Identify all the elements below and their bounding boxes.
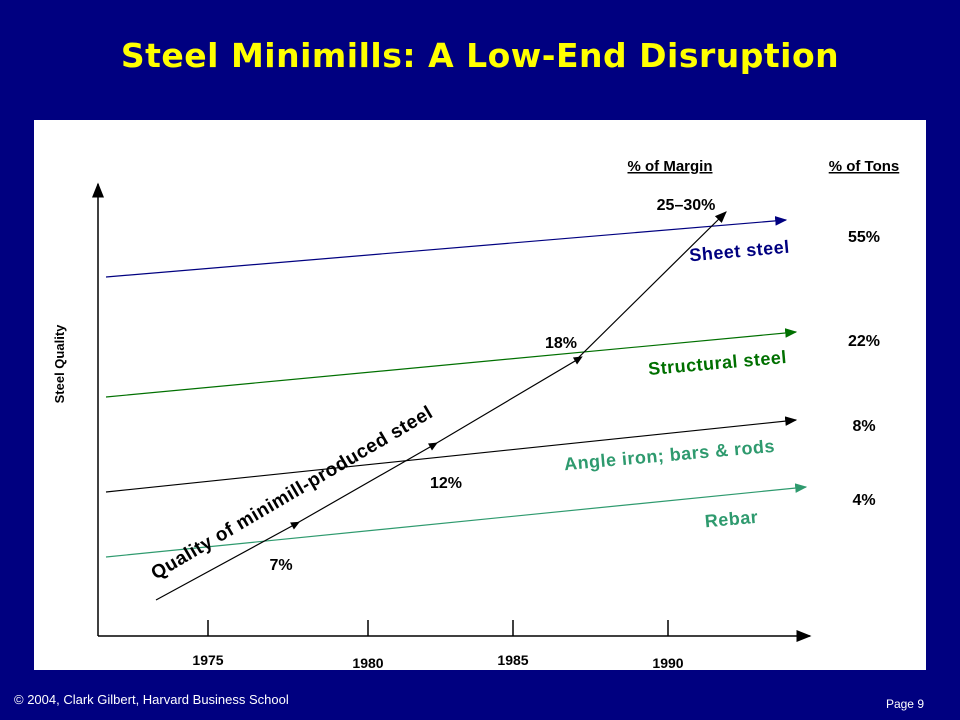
tons-value-sheet: 55%	[848, 229, 880, 246]
segment-line-rebar	[105, 483, 808, 558]
tons-value-structural: 22%	[848, 333, 880, 350]
trajectory-arrowhead-12	[428, 442, 438, 451]
tons-header: % of Tons	[829, 158, 900, 175]
x-tick-label-1980: 1980	[352, 655, 383, 670]
segment-line-angle-iron	[105, 416, 798, 493]
trajectory-arrowhead-7	[290, 521, 300, 530]
margin-label-7: 7%	[269, 557, 292, 574]
trajectory-arrowhead-18	[572, 356, 583, 365]
y-axis-label: Steel Quality	[52, 324, 67, 404]
tons-value-angle-iron: 8%	[852, 418, 875, 435]
segment-line-sheet	[105, 216, 788, 278]
segment-label-rebar: Rebar	[704, 507, 759, 532]
copyright-footer: © 2004, Clark Gilbert, Harvard Business …	[14, 692, 289, 707]
margin-label-25-30: 25–30%	[657, 197, 716, 214]
x-tick-label-1985: 1985	[497, 652, 528, 668]
disruption-diagram: 1975 1980 1985 1990 Steel Quality % of M…	[52, 158, 900, 670]
segment-label-angle-iron: Angle iron; bars & rods	[563, 436, 775, 474]
segment-line-structural	[105, 328, 798, 398]
segment-label-sheet: Sheet steel	[689, 237, 791, 266]
x-tick-label-1975: 1975	[192, 652, 223, 668]
margin-label-12: 12%	[430, 475, 462, 492]
diagram-panel: 1975 1980 1985 1990 Steel Quality % of M…	[34, 120, 926, 670]
quality-trajectory-line	[155, 211, 727, 601]
x-tick-label-1990: 1990	[652, 655, 683, 670]
margin-header: % of Margin	[628, 158, 713, 175]
tons-value-rebar: 4%	[852, 492, 875, 509]
slide-title: Steel Minimills: A Low-End Disruption	[120, 36, 840, 75]
margin-label-18: 18%	[545, 335, 577, 352]
page-number: Page 9	[885, 697, 924, 711]
segment-label-structural: Structural steel	[647, 347, 787, 379]
